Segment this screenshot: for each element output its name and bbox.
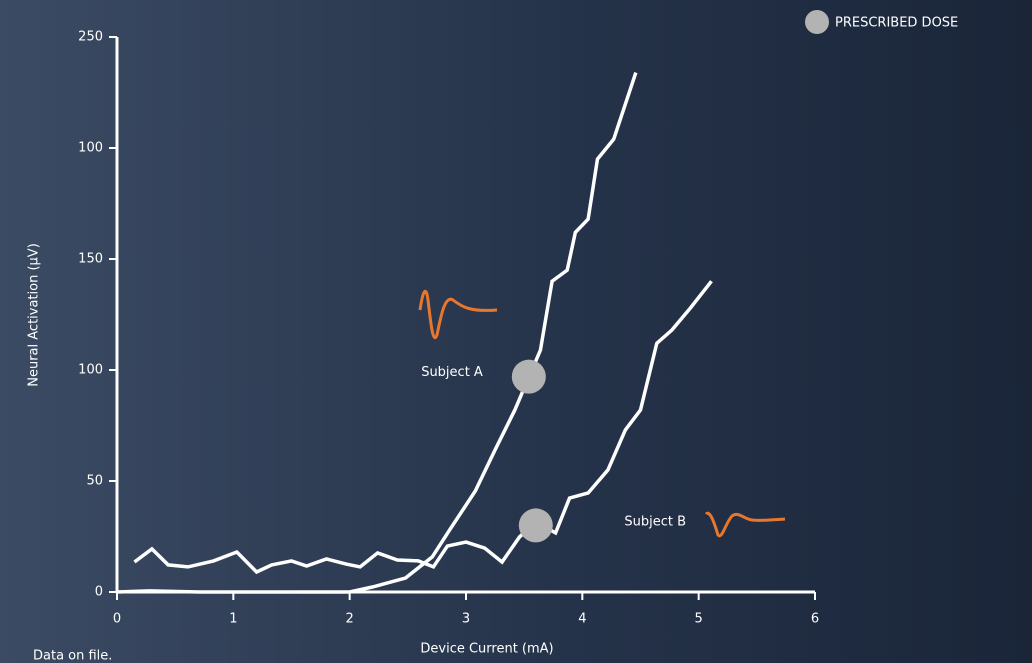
x-tick-label: 2 xyxy=(346,612,354,627)
series-line xyxy=(133,280,713,575)
series-line xyxy=(116,71,638,594)
x-tick-label: 4 xyxy=(578,612,586,627)
series-label: Subject B xyxy=(624,515,686,530)
legend-marker xyxy=(805,10,829,34)
dose-point xyxy=(518,508,553,543)
y-tick-label: 100 xyxy=(78,363,103,378)
legend-label: PRESCRIBED DOSE xyxy=(835,16,958,31)
x-tick-label: 3 xyxy=(462,612,470,627)
y-axis-label: Neural Activation (µV) xyxy=(27,243,42,387)
x-tick-label: 1 xyxy=(229,612,237,627)
waveform-icon xyxy=(704,511,786,538)
y-tick-label: 100 xyxy=(78,141,103,156)
x-tick-label: 0 xyxy=(113,612,121,627)
y-tick-label: 150 xyxy=(78,252,103,267)
x-tick-label: 6 xyxy=(811,612,819,627)
y-tick-label: 50 xyxy=(86,474,103,489)
x-tick-label: 5 xyxy=(695,612,703,627)
dose-point xyxy=(511,359,546,394)
series-label: Subject A xyxy=(421,365,483,380)
waveform-icon xyxy=(418,289,498,339)
footnote: Data on file. xyxy=(33,649,112,663)
y-tick-label: 250 xyxy=(78,30,103,45)
x-axis-label: Device Current (mA) xyxy=(420,642,553,657)
y-tick-label: 0 xyxy=(95,585,103,600)
